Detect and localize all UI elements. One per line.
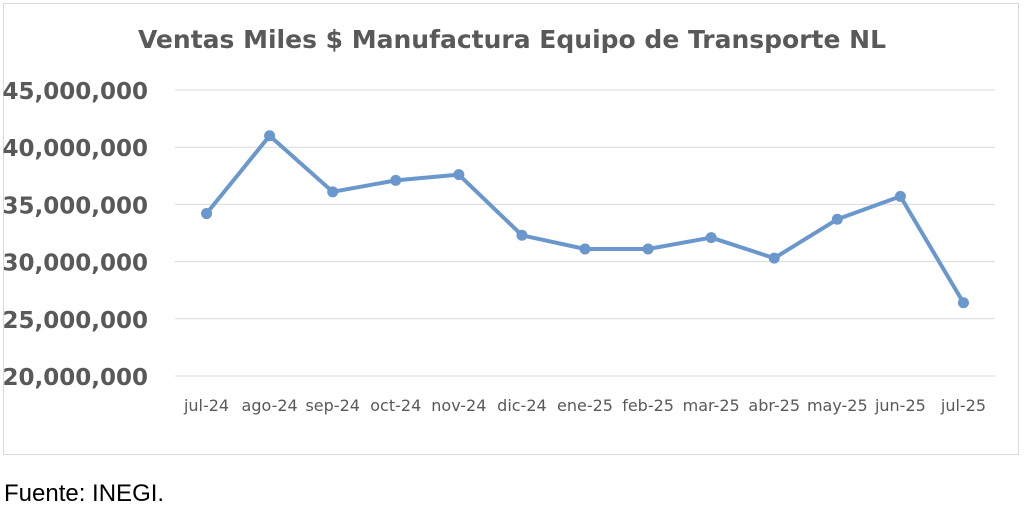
y-tick-label: 40,000,000	[2, 136, 148, 162]
series-layer	[201, 130, 969, 309]
x-tick-label: oct-24	[370, 396, 421, 415]
x-tick-label: abr-25	[748, 396, 800, 415]
gridlines	[175, 89, 995, 377]
y-tick-label: 45,000,000	[2, 79, 148, 105]
data-point	[831, 213, 843, 225]
series-line	[204, 133, 966, 305]
x-tick-label: sep-24	[305, 396, 359, 415]
x-tick-label: jul-24	[183, 396, 229, 415]
source-note: Fuente: INEGI.	[4, 480, 165, 507]
x-axis-ticks: jul-24 ago-24 sep-24 oct-24 nov-24 dic-24 ene-…	[183, 396, 986, 415]
data-point	[894, 190, 906, 202]
data-point	[516, 229, 528, 241]
x-tick-label: feb-25	[622, 396, 674, 415]
data-point	[705, 232, 717, 244]
data-point	[453, 169, 465, 181]
chart-frame	[3, 3, 1019, 455]
data-point	[642, 243, 654, 255]
y-tick-label: 25,000,000	[2, 308, 148, 334]
data-point	[201, 208, 213, 220]
x-tick-label: ago-24	[242, 396, 298, 415]
data-point	[768, 252, 780, 264]
x-tick-label: dic-24	[497, 396, 547, 415]
data-point	[327, 186, 339, 198]
x-tick-label: jun-25	[874, 396, 926, 415]
chart-title: Ventas Miles $ Manufactura Equipo de Tra…	[138, 25, 886, 54]
y-tick-label: 30,000,000	[2, 251, 148, 277]
x-tick-label: mar-25	[683, 396, 740, 415]
y-axis-ticks: 20,000,000 25,000,000 30,000,000 35,000,000…	[2, 79, 148, 391]
x-tick-label: jul-25	[940, 396, 986, 415]
data-point	[957, 297, 969, 309]
x-tick-label: may-25	[807, 396, 868, 415]
x-tick-label: ene-25	[557, 396, 613, 415]
y-tick-label: 20,000,000	[2, 365, 148, 391]
data-point	[579, 243, 591, 255]
x-tick-label: nov-24	[431, 396, 486, 415]
data-point	[264, 130, 276, 142]
y-tick-label: 35,000,000	[2, 193, 148, 219]
data-point	[390, 174, 402, 186]
